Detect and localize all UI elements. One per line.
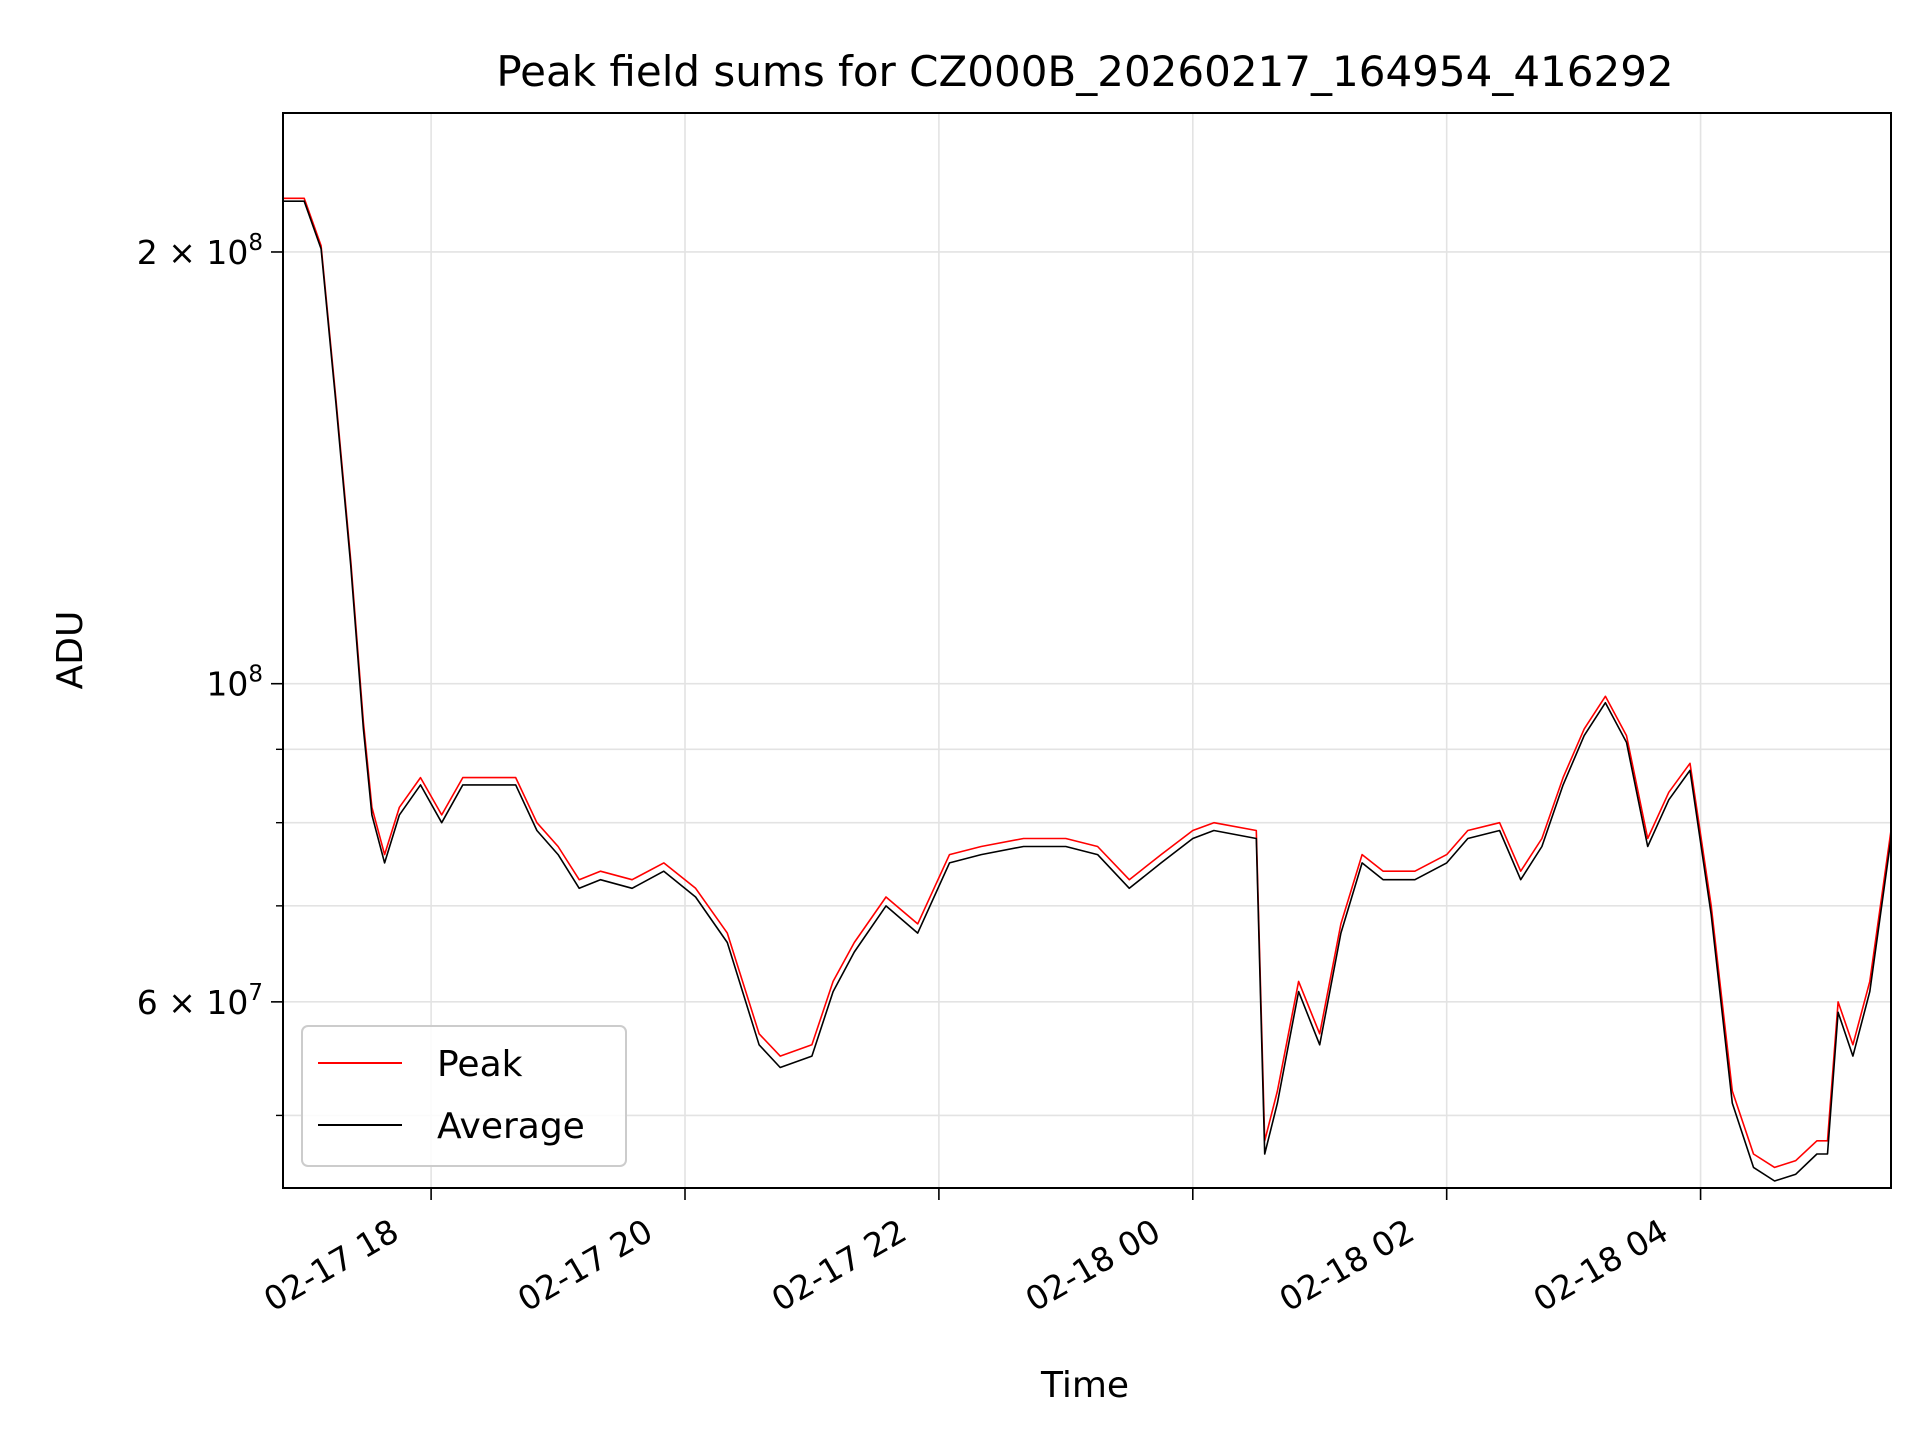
y-tick-label-base: 10 [206, 665, 248, 704]
plot-background [283, 113, 1891, 1188]
legend-label-peak: Peak [437, 1044, 523, 1085]
y-tick-label-base: 6 × 10 [137, 983, 249, 1022]
y-tick-label: 108 [206, 662, 263, 704]
chart-title: Peak field sums for CZ000B_20260217_1649… [496, 47, 1673, 96]
grid-lines [283, 113, 1891, 1188]
x-axis-label: Time [1040, 1365, 1129, 1406]
y-tick-label: 6 × 107 [137, 980, 263, 1022]
series-layer [283, 197, 1892, 1182]
y-tick-label: 2 × 108 [137, 230, 263, 272]
y-axis-label: ADU [50, 611, 91, 690]
legend: Peak Average [301, 1025, 627, 1167]
legend-box [301, 1025, 627, 1167]
y-tick-label-exponent: 8 [248, 662, 263, 688]
series-line-average [283, 200, 1892, 1182]
plot-frame [282, 112, 1892, 1189]
y-tick-label-exponent: 7 [248, 980, 263, 1006]
y-tick-label-base: 2 × 10 [137, 233, 249, 272]
y-tick-label-exponent: 8 [248, 230, 263, 256]
series-line-peak [283, 197, 1892, 1169]
legend-label-average: Average [437, 1106, 585, 1147]
plot-area [282, 112, 1892, 1189]
